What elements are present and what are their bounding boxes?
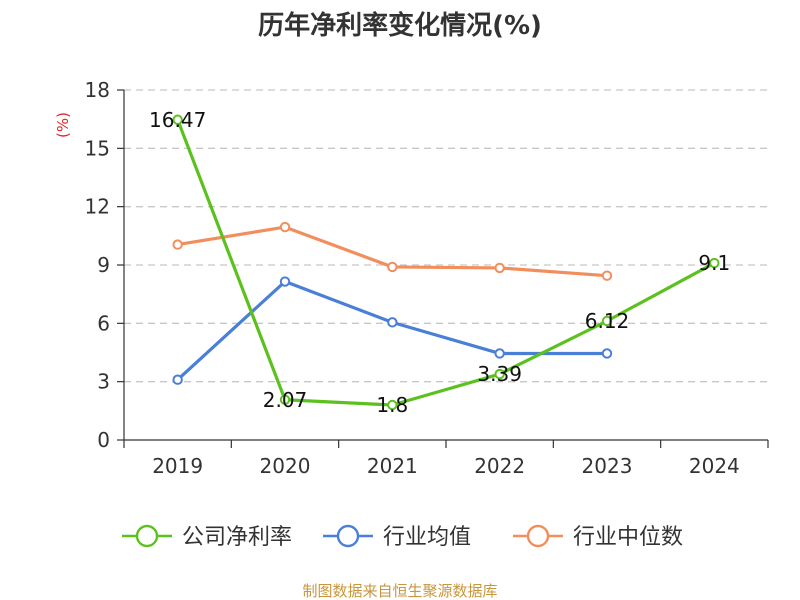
- legend: 公司净利率 行业均值 行业中位数: [122, 524, 683, 550]
- data-point: [387, 261, 398, 273]
- series-0: [172, 114, 720, 411]
- data-label: 9.1: [698, 251, 730, 275]
- data-point: [601, 348, 613, 359]
- y-tick-label: 15: [85, 136, 110, 160]
- legend-marker-icon: [135, 524, 159, 548]
- x-tick-label: 2021: [367, 454, 418, 478]
- data-point: [172, 239, 183, 250]
- series-line: [176, 118, 716, 407]
- data-point: [387, 399, 398, 411]
- y-tick-label: 0: [97, 428, 110, 452]
- data-point: [279, 394, 291, 405]
- y-tick-label: 18: [85, 78, 110, 102]
- data-point: [172, 114, 183, 125]
- data-labels: 16.47 2.07 1.8 3.39 6.12 9.1: [149, 108, 730, 417]
- data-point: [494, 348, 505, 359]
- y-tick-label: 12: [85, 195, 110, 219]
- data-label: 1.8: [376, 393, 408, 417]
- chart-title: 历年净利率变化情况(%): [258, 10, 542, 41]
- series-1: [172, 276, 613, 385]
- data-point: [494, 262, 505, 274]
- x-tick-label: 2023: [582, 454, 633, 478]
- data-label: 6.12: [585, 309, 630, 333]
- data-label: 3.39: [477, 362, 522, 386]
- data-point: [494, 368, 505, 380]
- y-axis-ticks: 0 3 6 9 12 15 18: [85, 78, 124, 452]
- legend-item: 行业均值: [323, 524, 471, 550]
- data-point: [279, 221, 291, 233]
- legend-marker-icon: [526, 524, 550, 548]
- legend-marker-icon: [336, 524, 360, 548]
- series-2: [172, 221, 613, 281]
- legend-label: 公司净利率: [182, 525, 292, 550]
- data-point: [172, 374, 183, 385]
- y-tick-label: 3: [97, 370, 110, 394]
- x-tick-label: 2019: [152, 454, 203, 478]
- series-line: [176, 279, 609, 382]
- x-tick-label: 2024: [689, 454, 740, 478]
- data-label: 16.47: [149, 108, 206, 132]
- data-source-note: 制图数据来自恒生聚源数据库: [302, 582, 497, 600]
- x-axis-ticks: 2019 2020 2021 2022 2023 2024: [123, 440, 769, 478]
- data-point: [387, 317, 398, 328]
- legend-item: 行业中位数: [513, 524, 683, 550]
- data-point: [601, 270, 613, 281]
- y-tick-label: 6: [97, 311, 110, 335]
- x-tick-label: 2020: [260, 454, 311, 478]
- legend-label: 行业均值: [383, 525, 471, 550]
- legend-item: 公司净利率: [122, 524, 292, 550]
- x-tick-label: 2022: [474, 454, 525, 478]
- data-label: 2.07: [263, 388, 308, 412]
- y-axis-unit-label: (%): [54, 112, 72, 138]
- legend-label: 行业中位数: [573, 525, 683, 550]
- data-point: [601, 315, 613, 327]
- data-point: [709, 257, 720, 269]
- series-lines: [172, 114, 720, 411]
- data-point: [279, 276, 291, 287]
- y-tick-label: 9: [97, 253, 110, 277]
